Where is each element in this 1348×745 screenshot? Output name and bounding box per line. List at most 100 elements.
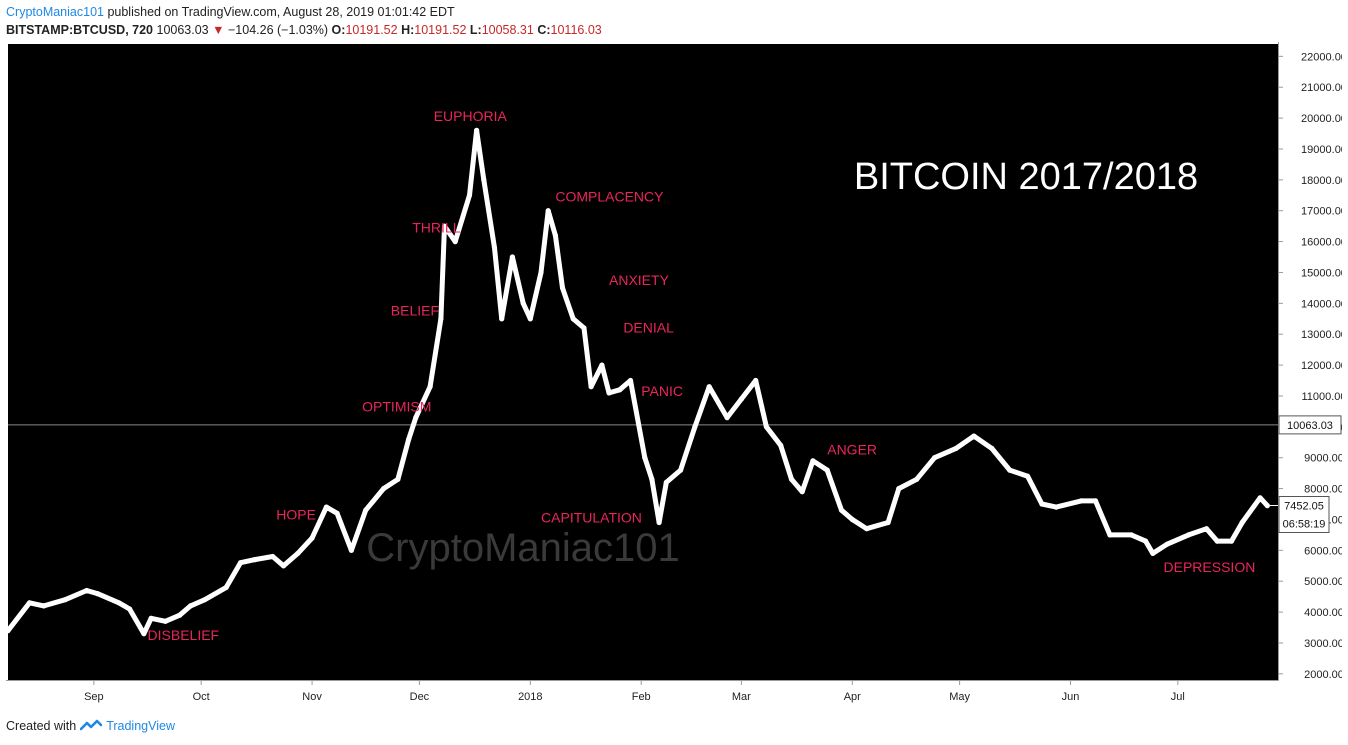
price-point-70 — [864, 526, 870, 532]
price-point-83 — [1092, 498, 1099, 504]
chart-title: BITCOIN 2017/2018 — [854, 156, 1198, 198]
price-point-76 — [971, 433, 977, 439]
price-point-39 — [520, 300, 526, 306]
price-point-27 — [406, 436, 412, 442]
price-point-57 — [692, 424, 698, 430]
plot-background — [8, 44, 1278, 680]
x-tick-label: Feb — [632, 691, 651, 703]
price-point-2 — [41, 603, 47, 609]
price-point-84 — [1107, 532, 1113, 538]
price-point-59 — [724, 415, 730, 421]
y-tick-label: 6000.00 — [1304, 545, 1342, 557]
price-point-32 — [452, 239, 458, 245]
price-point-68 — [838, 507, 845, 513]
price-point-86 — [1143, 538, 1149, 544]
price-point-30 — [438, 316, 444, 322]
x-tick-label: Mar — [732, 691, 751, 703]
price-point-38 — [509, 254, 515, 260]
price-point-4 — [84, 587, 90, 594]
price-point-26 — [395, 476, 401, 482]
price-point-15 — [237, 560, 244, 566]
price-point-89 — [1186, 532, 1192, 538]
created-with-text: Created with — [6, 719, 77, 733]
price-point-44 — [559, 285, 566, 291]
price-point-58 — [706, 384, 712, 390]
price-point-78 — [1007, 467, 1013, 473]
price-point-64 — [788, 476, 795, 482]
symbol-label[interactable]: BITSTAMP:BTCUSD, 720 — [6, 23, 154, 37]
price-point-74 — [932, 455, 938, 461]
annotation-belief: BELIEF — [391, 303, 439, 319]
level-price-label: 10063.03 — [1287, 420, 1333, 432]
price-point-6 — [116, 600, 122, 606]
y-tick-label: 5000.00 — [1304, 576, 1342, 588]
price-point-13 — [202, 597, 208, 603]
x-tick-label: Apr — [844, 691, 861, 703]
price-point-25 — [381, 486, 387, 492]
price-point-3 — [62, 597, 68, 603]
open-label: O: — [331, 23, 346, 37]
price-point-10 — [162, 618, 168, 624]
price-chart[interactable]: CryptoManiac101 BITCOIN 2017/2018 DISBELIE… — [6, 42, 1342, 708]
price-point-36 — [491, 245, 498, 251]
price-point-72 — [896, 486, 902, 492]
x-tick-label: 2018 — [518, 691, 542, 703]
price-point-80 — [1039, 501, 1045, 507]
price-point-52 — [642, 455, 648, 461]
level-price-box — [1278, 415, 1342, 435]
y-tick-label: 12000.00 — [1301, 360, 1342, 372]
close-value: 10116.03 — [550, 23, 602, 37]
price-point-23 — [348, 547, 354, 553]
y-tick-label: 14000.00 — [1301, 298, 1342, 310]
last-price-label: 7452.05 — [1284, 500, 1324, 512]
y-tick-label: 16000.00 — [1301, 237, 1342, 249]
price-point-7 — [127, 606, 133, 612]
low-value: 10058.31 — [481, 23, 534, 37]
x-tick-label: Dec — [410, 691, 430, 703]
y-tick-label: 8000.00 — [1304, 484, 1342, 496]
price-point-31 — [441, 223, 448, 229]
price-point-79 — [1025, 473, 1031, 479]
y-tick-label: 11000.00 — [1301, 391, 1342, 403]
price-point-67 — [824, 467, 830, 473]
publish-text: published on TradingView.com, August 28,… — [107, 5, 455, 19]
price-point-63 — [778, 442, 784, 448]
price-point-69 — [849, 516, 855, 523]
last-price: 10063.03 — [156, 23, 209, 37]
annotation-euphoria: EUPHORIA — [434, 108, 508, 124]
annotation-panic: PANIC — [641, 383, 683, 399]
annotation-optimism: OPTIMISM — [362, 398, 431, 414]
tradingview-link[interactable]: TradingView — [106, 719, 175, 733]
price-point-60 — [738, 396, 745, 402]
price-point-88 — [1164, 541, 1170, 547]
price-point-55 — [663, 479, 669, 485]
ohlc-legend: BITSTAMP:BTCUSD, 720 10063.03 ▼ −104.26 … — [6, 23, 602, 37]
x-tick-label: Sep — [84, 691, 104, 703]
close-label: C: — [537, 23, 551, 37]
price-point-12 — [187, 603, 194, 609]
price-point-16 — [252, 557, 258, 563]
price-point-73 — [914, 476, 920, 482]
price-point-22 — [334, 510, 340, 516]
price-point-50 — [617, 387, 623, 393]
author-link[interactable]: CryptoManiac101 — [6, 5, 104, 19]
bar-countdown-label: 06:58:19 — [1283, 518, 1326, 530]
price-point-49 — [606, 390, 612, 396]
price-point-24 — [363, 507, 369, 513]
y-tick-label: 20000.00 — [1301, 113, 1342, 125]
price-point-47 — [588, 384, 594, 390]
x-tick-label: May — [949, 691, 970, 703]
x-tick-label: Oct — [193, 691, 210, 703]
price-point-28 — [413, 415, 419, 421]
price-point-33 — [466, 192, 473, 198]
x-tick-label: Nov — [302, 691, 322, 703]
price-point-19 — [295, 550, 301, 556]
price-point-65 — [799, 489, 805, 495]
y-tick-label: 15000.00 — [1301, 267, 1342, 279]
price-point-43 — [552, 232, 559, 238]
price-point-56 — [678, 467, 684, 473]
y-tick-label: 17000.00 — [1301, 206, 1342, 218]
price-point-20 — [309, 535, 315, 541]
y-tick-label: 19000.00 — [1301, 144, 1342, 156]
down-arrow-icon: ▼ — [212, 23, 225, 37]
